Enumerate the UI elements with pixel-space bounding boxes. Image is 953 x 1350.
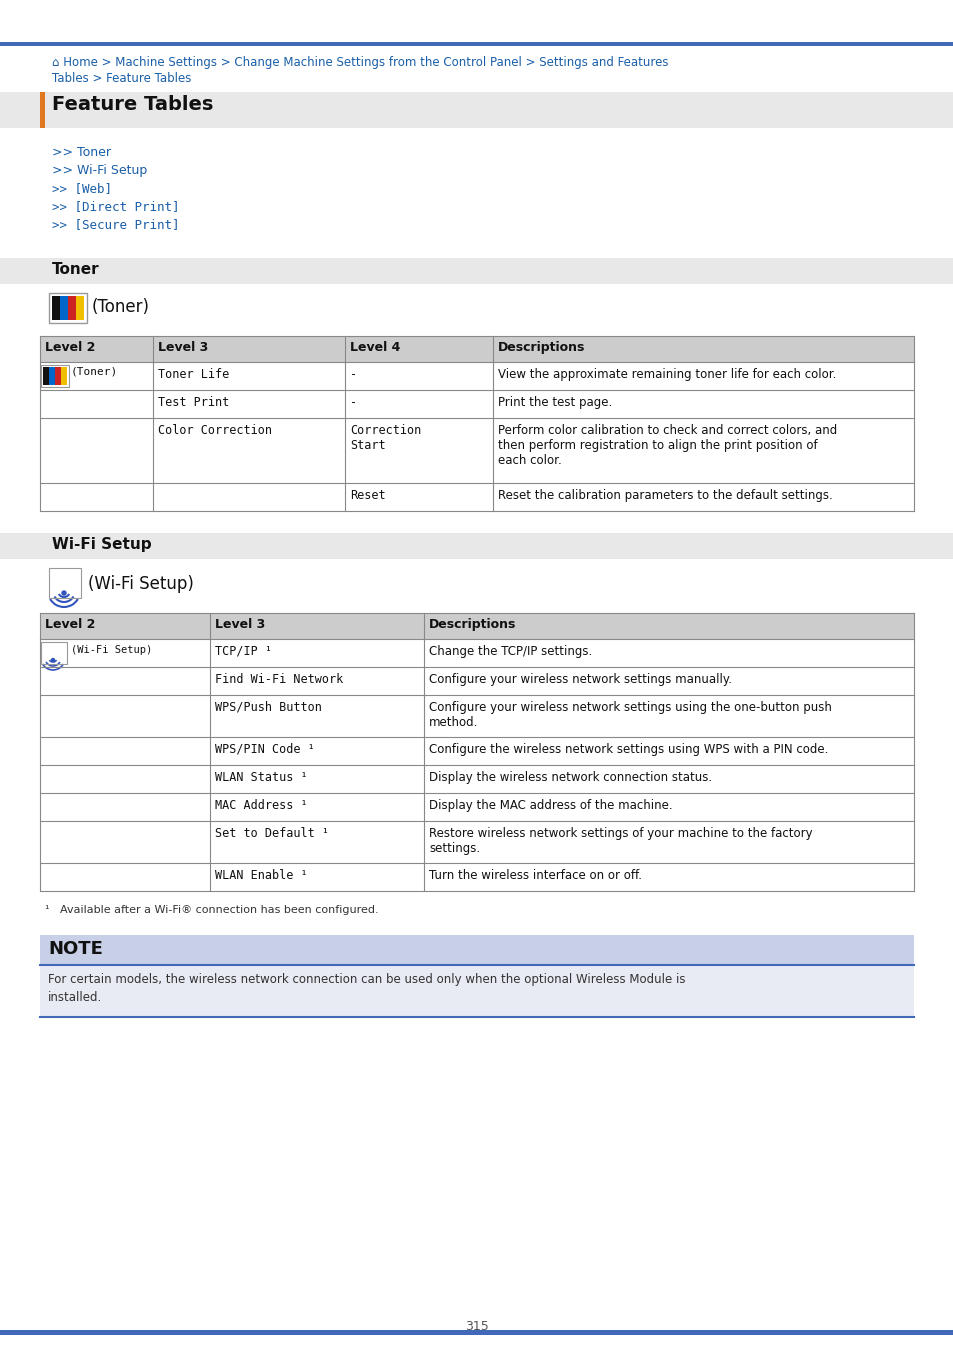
Bar: [40, 965, 913, 1017]
Text: Turn the wireless interface on or off.: Turn the wireless interface on or off.: [429, 869, 641, 882]
Text: Perform color calibration to check and correct colors, and
then perform registra: Perform color calibration to check and c…: [497, 424, 837, 467]
Text: >> [Secure Print]: >> [Secure Print]: [52, 217, 179, 231]
Bar: [49, 568, 81, 598]
Bar: [40, 92, 45, 128]
Text: (Wi-Fi Setup): (Wi-Fi Setup): [88, 575, 193, 593]
Bar: [152, 362, 913, 390]
Bar: [152, 390, 913, 418]
Text: Level 3: Level 3: [158, 342, 208, 354]
Text: >> [Direct Print]: >> [Direct Print]: [52, 200, 179, 213]
Bar: [210, 639, 913, 667]
Bar: [210, 792, 913, 821]
Bar: [68, 296, 76, 320]
Text: Print the test page.: Print the test page.: [497, 396, 612, 409]
Text: Restore wireless network settings of your machine to the factory
settings.: Restore wireless network settings of you…: [429, 828, 812, 855]
Text: Wi-Fi Setup: Wi-Fi Setup: [52, 537, 152, 552]
Text: View the approximate remaining toner life for each color.: View the approximate remaining toner lif…: [497, 369, 836, 381]
Circle shape: [51, 659, 54, 662]
Text: WPS/PIN Code ¹: WPS/PIN Code ¹: [214, 743, 314, 756]
Text: Reset the calibration parameters to the default settings.: Reset the calibration parameters to the …: [497, 489, 832, 502]
Text: Level 2: Level 2: [45, 342, 95, 354]
Text: Descriptions: Descriptions: [497, 342, 585, 354]
Text: (Wi-Fi Setup): (Wi-Fi Setup): [71, 645, 152, 655]
Bar: [49, 293, 87, 323]
Text: Configure the wireless network settings using WPS with a PIN code.: Configure the wireless network settings …: [429, 743, 827, 756]
Text: (Toner): (Toner): [71, 367, 118, 377]
Text: >> Toner: >> Toner: [52, 146, 111, 159]
Text: Tables > Feature Tables: Tables > Feature Tables: [52, 72, 192, 85]
Bar: [210, 821, 913, 863]
Text: MAC Address ¹: MAC Address ¹: [214, 799, 307, 811]
Text: WPS/Push Button: WPS/Push Button: [214, 701, 321, 714]
Text: Configure your wireless network settings manually.: Configure your wireless network settings…: [429, 674, 731, 686]
Bar: [152, 418, 913, 483]
Text: Toner: Toner: [52, 262, 99, 277]
Bar: [210, 695, 913, 737]
Bar: [0, 1330, 953, 1335]
Text: Toner Life: Toner Life: [158, 369, 229, 381]
Text: Configure your wireless network settings using the one-button push
method.: Configure your wireless network settings…: [429, 701, 831, 729]
Bar: [40, 362, 152, 512]
Bar: [40, 639, 210, 891]
Text: >> Wi-Fi Setup: >> Wi-Fi Setup: [52, 163, 147, 177]
Bar: [43, 367, 49, 385]
Text: WLAN Enable ¹: WLAN Enable ¹: [214, 869, 307, 882]
Bar: [76, 296, 84, 320]
Text: Descriptions: Descriptions: [429, 618, 516, 630]
Bar: [0, 258, 953, 284]
Bar: [210, 667, 913, 695]
Text: Correction
Start: Correction Start: [350, 424, 421, 452]
Text: Level 2: Level 2: [45, 618, 95, 630]
Bar: [0, 42, 953, 46]
Text: Level 4: Level 4: [350, 342, 400, 354]
Bar: [41, 364, 69, 387]
Text: TCP/IP ¹: TCP/IP ¹: [214, 645, 272, 657]
Bar: [61, 367, 67, 385]
Text: (Toner): (Toner): [91, 298, 150, 316]
Text: -: -: [350, 369, 356, 381]
Bar: [210, 737, 913, 765]
Bar: [52, 296, 60, 320]
Text: -: -: [350, 396, 356, 409]
Bar: [49, 367, 55, 385]
Text: Display the MAC address of the machine.: Display the MAC address of the machine.: [429, 799, 672, 811]
Text: Color Correction: Color Correction: [158, 424, 272, 437]
Text: >> [Web]: >> [Web]: [52, 182, 112, 194]
Text: Feature Tables: Feature Tables: [52, 95, 213, 113]
Text: WLAN Status ¹: WLAN Status ¹: [214, 771, 307, 784]
Bar: [40, 613, 913, 639]
Text: Reset: Reset: [350, 489, 385, 502]
Text: ¹   Available after a Wi-Fi® connection has been configured.: ¹ Available after a Wi-Fi® connection ha…: [45, 904, 378, 915]
Text: Level 3: Level 3: [214, 618, 265, 630]
Bar: [210, 863, 913, 891]
Text: Display the wireless network connection status.: Display the wireless network connection …: [429, 771, 711, 784]
Bar: [40, 336, 913, 362]
Bar: [210, 765, 913, 792]
Text: Set to Default ¹: Set to Default ¹: [214, 828, 329, 840]
Bar: [40, 936, 913, 965]
Text: Find Wi-Fi Network: Find Wi-Fi Network: [214, 674, 343, 686]
Bar: [41, 643, 67, 664]
Text: Change the TCP/IP settings.: Change the TCP/IP settings.: [429, 645, 592, 657]
Text: 315: 315: [465, 1320, 488, 1332]
Bar: [0, 533, 953, 559]
Text: Test Print: Test Print: [158, 396, 229, 409]
Bar: [55, 367, 61, 385]
Bar: [152, 483, 913, 512]
Text: installed.: installed.: [48, 991, 102, 1004]
Bar: [60, 296, 68, 320]
Text: NOTE: NOTE: [48, 940, 103, 958]
Bar: [0, 92, 953, 128]
Text: For certain models, the wireless network connection can be used only when the op: For certain models, the wireless network…: [48, 973, 685, 985]
Text: ⌂ Home > Machine Settings > Change Machine Settings from the Control Panel > Set: ⌂ Home > Machine Settings > Change Machi…: [52, 55, 668, 69]
Circle shape: [62, 591, 66, 595]
